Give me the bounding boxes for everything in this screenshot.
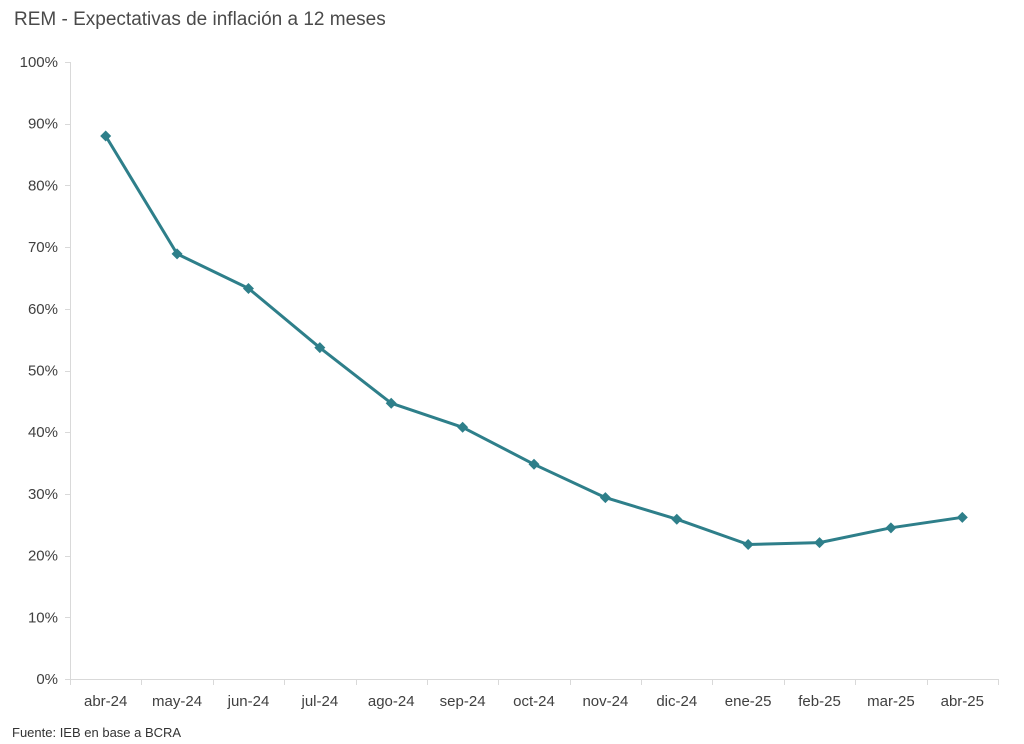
- data-point-marker: [956, 511, 968, 523]
- y-tick-label: 30%: [28, 486, 58, 503]
- y-tick-label: 80%: [28, 177, 58, 194]
- x-tick-label: abr-24: [84, 693, 127, 710]
- data-point-marker: [528, 458, 540, 470]
- y-tick-label: 90%: [28, 116, 58, 133]
- y-tick-label: 40%: [28, 424, 58, 441]
- data-point-marker: [242, 282, 254, 294]
- data-point-marker: [457, 421, 469, 433]
- data-point-marker: [885, 522, 897, 534]
- x-tick-label: jun-24: [227, 693, 270, 710]
- x-tick-label: ene-25: [725, 693, 772, 710]
- x-tick-label: abr-25: [941, 693, 984, 710]
- data-point-marker: [814, 537, 826, 549]
- y-axis-ticks: 0% 10% 20% 30% 40% 50% 60% 70% 80% 90% 100%: [20, 54, 70, 688]
- series-line: [104, 134, 964, 546]
- chart-title: REM - Expectativas de inflación a 12 mes…: [14, 9, 386, 30]
- series-markers: [100, 130, 968, 550]
- y-tick-label: 60%: [28, 301, 58, 318]
- x-axis-ticks: abr-24 may-24 jun-24 jul-24 ago-24 sep-24 oct-…: [70, 679, 999, 710]
- x-tick-label: nov-24: [582, 693, 628, 710]
- data-point-marker: [100, 130, 112, 142]
- data-point-marker: [671, 513, 683, 525]
- y-tick-label: 70%: [28, 239, 58, 256]
- y-tick-label: 10%: [28, 609, 58, 626]
- y-tick-label: 100%: [20, 54, 58, 71]
- chart-source: Fuente: IEB en base a BCRA: [12, 725, 182, 740]
- x-tick-label: jul-24: [301, 693, 339, 710]
- data-point-marker: [171, 248, 183, 260]
- data-point-marker: [385, 397, 397, 409]
- x-tick-label: sep-24: [440, 693, 486, 710]
- y-tick-label: 20%: [28, 548, 58, 565]
- x-tick-label: may-24: [152, 693, 202, 710]
- data-point-marker: [314, 342, 326, 354]
- x-tick-label: oct-24: [513, 693, 555, 710]
- data-point-marker: [742, 538, 754, 550]
- y-tick-label: 50%: [28, 363, 58, 380]
- data-point-marker: [599, 492, 611, 504]
- x-tick-label: dic-24: [656, 693, 697, 710]
- x-tick-label: feb-25: [798, 693, 841, 710]
- x-tick-label: mar-25: [867, 693, 915, 710]
- y-tick-label: 0%: [36, 671, 58, 688]
- x-tick-label: ago-24: [368, 693, 415, 710]
